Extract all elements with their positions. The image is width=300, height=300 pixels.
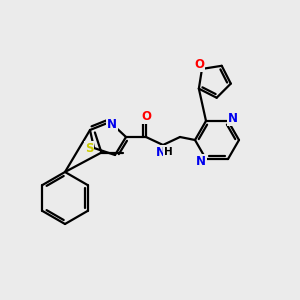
Text: H: H <box>164 147 172 157</box>
Text: S: S <box>85 142 93 154</box>
Text: O: O <box>194 58 204 71</box>
Text: N: N <box>196 154 206 168</box>
Text: N: N <box>156 146 166 158</box>
Text: O: O <box>141 110 151 124</box>
Text: N: N <box>228 112 238 125</box>
Text: N: N <box>107 118 117 130</box>
